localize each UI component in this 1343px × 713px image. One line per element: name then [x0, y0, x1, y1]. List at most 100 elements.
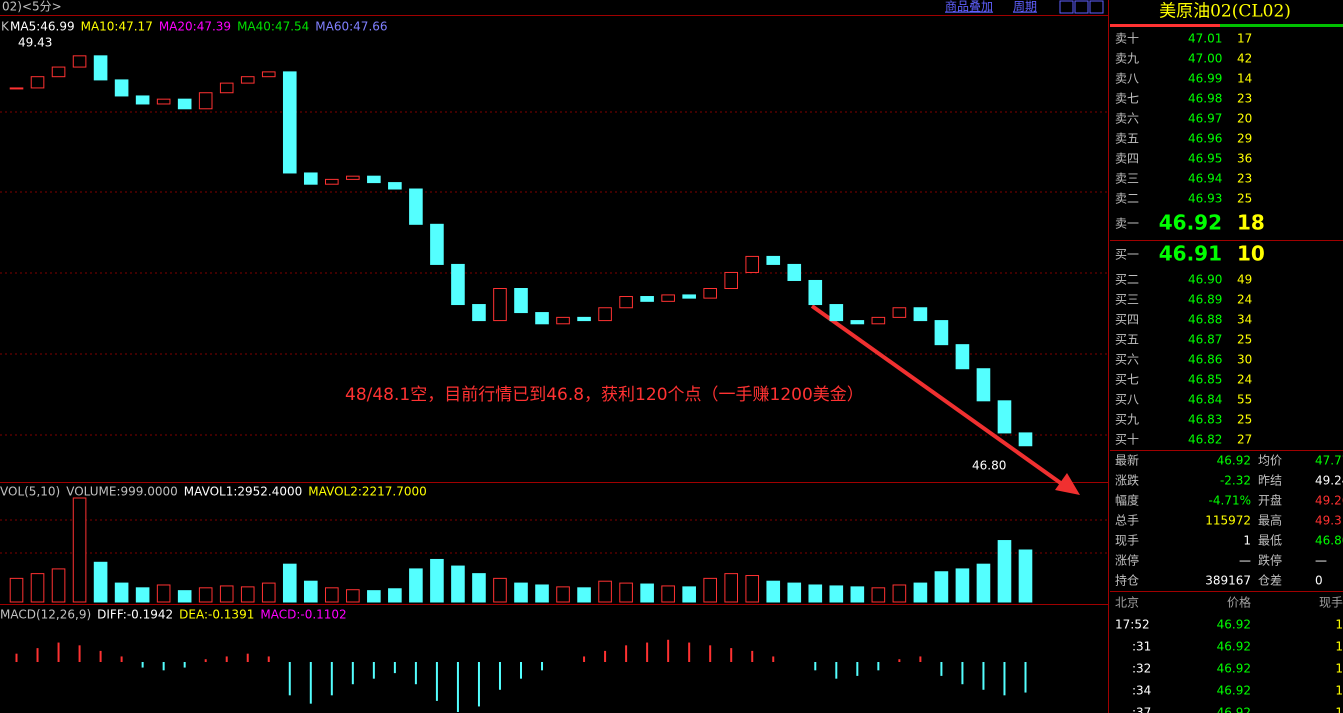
bid-label: 买六	[1115, 353, 1139, 367]
ask-price: 47.01	[1188, 32, 1222, 46]
stat-label: 昨结	[1258, 474, 1282, 488]
volume-bar	[198, 587, 213, 603]
ask-label: 卖一	[1115, 217, 1139, 231]
ask-price: 46.92	[1159, 211, 1222, 235]
bid-volume: 34	[1237, 313, 1252, 327]
volume-bar	[556, 586, 570, 603]
trades-header: 价格	[1227, 595, 1251, 610]
stat-label: 均价	[1258, 454, 1282, 468]
volume-bar	[493, 577, 507, 603]
bid-volume: 30	[1237, 353, 1252, 367]
trade-price: 46.92	[1217, 618, 1251, 632]
bid-price: 46.84	[1188, 393, 1222, 407]
bid-label: 买一	[1115, 248, 1139, 262]
indicator-label: MAVOL1:2952.4000	[184, 485, 303, 499]
candle	[282, 71, 297, 174]
nav-button[interactable]	[1089, 0, 1104, 14]
candle	[388, 182, 402, 190]
volume-bar	[934, 571, 949, 603]
ask-volume: 29	[1237, 132, 1252, 146]
trade-price: 46.92	[1217, 662, 1251, 676]
bid-price: 46.91	[1159, 242, 1222, 266]
volume-bar	[472, 573, 486, 603]
volume-bar	[325, 587, 339, 603]
candle	[724, 271, 739, 289]
stat-value: 1	[1243, 534, 1251, 548]
volume-bar	[997, 540, 1012, 603]
indicator-label: MA40:47.54	[237, 20, 309, 34]
candle	[367, 175, 381, 184]
nav-button[interactable]	[1059, 0, 1074, 14]
candle	[198, 92, 213, 110]
ask-price: 46.99	[1188, 72, 1222, 86]
ask-price: 46.93	[1188, 192, 1222, 206]
ask-price: 46.94	[1188, 172, 1222, 186]
arrow	[810, 304, 1080, 495]
overlay-link[interactable]: 商品叠加	[945, 0, 993, 14]
indicator-label: MAVOL2:2217.7000	[308, 485, 427, 499]
indicator-name: K	[1, 20, 10, 34]
volume-bar	[976, 563, 991, 603]
candle	[934, 320, 949, 346]
bid-label: 买四	[1115, 313, 1139, 327]
volume-bar	[913, 582, 928, 603]
bid-price: 46.82	[1188, 433, 1222, 447]
candle	[261, 71, 276, 78]
stat-label: 跌停	[1258, 553, 1282, 568]
stat-value: 115972	[1205, 514, 1251, 528]
volume-bar	[661, 585, 675, 603]
candle	[240, 76, 255, 84]
candle	[114, 79, 129, 97]
stat-value: —	[1239, 554, 1251, 568]
volume-bar	[535, 584, 549, 603]
bid-volume: 27	[1237, 433, 1252, 447]
stat-label: 最新	[1115, 453, 1139, 468]
nav-button[interactable]	[1074, 0, 1089, 14]
bid-label: 买五	[1115, 333, 1139, 347]
ask-volume: 18	[1237, 211, 1265, 235]
trade-time: :31	[1132, 640, 1151, 654]
candle	[682, 294, 696, 299]
nav-buttons	[1059, 0, 1104, 14]
candle	[871, 316, 886, 325]
candle	[997, 400, 1012, 434]
ask-label: 卖二	[1115, 192, 1139, 206]
candle	[177, 98, 192, 110]
candle	[787, 263, 802, 281]
volume-bar	[745, 575, 760, 603]
candle	[556, 316, 570, 325]
stat-value: 0	[1315, 574, 1323, 588]
volume-bar	[30, 573, 45, 603]
stat-label: 仓差	[1258, 574, 1282, 588]
ask-price: 46.98	[1188, 92, 1222, 106]
ask-volume: 20	[1237, 112, 1252, 126]
quote-title: 美原油02(CL02)	[1159, 2, 1291, 22]
stat-value: -2.32	[1220, 474, 1251, 488]
ask-label: 卖十	[1115, 32, 1139, 46]
volume-bar	[135, 587, 150, 603]
candle	[766, 255, 781, 265]
ask-volume: 23	[1237, 172, 1252, 186]
candle	[135, 95, 150, 105]
ratio-bar-green	[1220, 24, 1343, 27]
indicator-label: VOL(5,10)	[0, 485, 60, 499]
candle	[346, 175, 360, 180]
ask-volume: 42	[1237, 52, 1252, 66]
indicator-label: MA60:47.66	[315, 20, 387, 34]
trade-time: :32	[1132, 662, 1151, 676]
indicator-label: DEA:-0.1391	[179, 608, 254, 622]
trade-price: 46.92	[1217, 706, 1251, 713]
high-label: 49.43	[18, 36, 52, 50]
bid-label: 买七	[1115, 373, 1139, 387]
volume-bar	[388, 588, 402, 603]
stat-label: 涨停	[1115, 553, 1139, 568]
stat-label: 幅度	[1115, 493, 1139, 508]
period-link[interactable]: 周期	[1013, 0, 1037, 14]
indicator-label: VOLUME:999.0000	[66, 485, 178, 499]
stat-value: -4.71%	[1209, 494, 1251, 508]
candle	[535, 312, 549, 325]
stat-value: 46.92	[1217, 454, 1251, 468]
indicator-label: MACD(12,26,9)	[0, 608, 91, 622]
